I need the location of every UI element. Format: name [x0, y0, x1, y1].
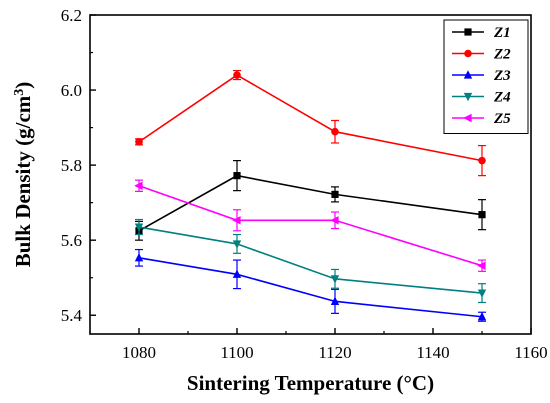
series-line-z3: [138, 257, 483, 318]
y-axis-title-superscript: 3: [12, 89, 27, 96]
point-z2: [233, 71, 241, 79]
point-z5: [232, 216, 241, 225]
x-tick-label: 1120: [318, 343, 351, 362]
legend-marker-z2: [464, 49, 472, 58]
point-z4: [330, 275, 340, 284]
y-tick-label: 6.2: [61, 6, 82, 25]
series-line-z5: [138, 185, 483, 267]
point-z3: [134, 253, 144, 262]
plot-marks: [134, 69, 487, 322]
y-tick-label: 5.6: [61, 231, 82, 250]
axis-ticks: 1080 1100 1120 1140 1160 5.4 5.6 5.8 6.0 6.2: [61, 6, 548, 362]
series-z5: [134, 179, 486, 272]
point-z3: [232, 269, 242, 278]
x-tick-label: 1140: [416, 343, 449, 362]
series-z4: [134, 218, 487, 304]
series-z1: [135, 160, 486, 241]
y-axis-title: Bulk Density (g/cm3): [11, 82, 35, 268]
legend-label-z4: Z4: [493, 90, 511, 106]
point-z1: [233, 172, 241, 180]
series-z3: [134, 248, 487, 322]
point-z2: [478, 156, 486, 165]
series-line-z4: [138, 226, 483, 294]
legend-marker-z3: [463, 70, 473, 79]
legend-label-z5: Z5: [493, 111, 511, 127]
legend-label-z1: Z1: [493, 25, 511, 41]
y-axis-title-main: Bulk Density (g/cm: [11, 95, 35, 267]
point-z4: [134, 223, 144, 232]
point-z5: [134, 181, 143, 190]
x-tick-label: 1080: [122, 343, 156, 362]
point-z4: [477, 289, 487, 298]
point-z3: [477, 311, 487, 321]
legend: Z1 Z2 Z3 Z4 Z5: [443, 19, 529, 134]
y-tick-label: 5.8: [61, 156, 82, 175]
x-axis-title: Sintering Temperature (°C): [187, 371, 434, 395]
point-z2: [331, 127, 339, 136]
legend-marker-z4: [463, 92, 473, 102]
point-z2: [135, 138, 143, 146]
legend-label-z3: Z3: [493, 68, 511, 84]
legend-marker-z1: [464, 28, 472, 36]
point-z5: [477, 261, 486, 270]
y-tick-label: 6.0: [61, 81, 82, 100]
plot-frame: [89, 14, 532, 335]
series-line-z2: [138, 74, 483, 162]
point-z3: [330, 296, 340, 305]
point-z4: [232, 240, 242, 249]
legend-label-z2: Z2: [493, 47, 511, 63]
point-z1: [478, 211, 486, 219]
x-tick-label: 1100: [220, 343, 253, 362]
point-z1: [331, 190, 339, 198]
x-tick-label: 1160: [514, 343, 547, 362]
series-z2: [135, 69, 486, 177]
point-z5: [330, 216, 339, 225]
legend-box: [443, 19, 529, 134]
y-tick-label: 5.4: [61, 306, 83, 325]
y-axis-title-close: ): [11, 82, 35, 89]
legend-marker-z5: [463, 113, 472, 123]
